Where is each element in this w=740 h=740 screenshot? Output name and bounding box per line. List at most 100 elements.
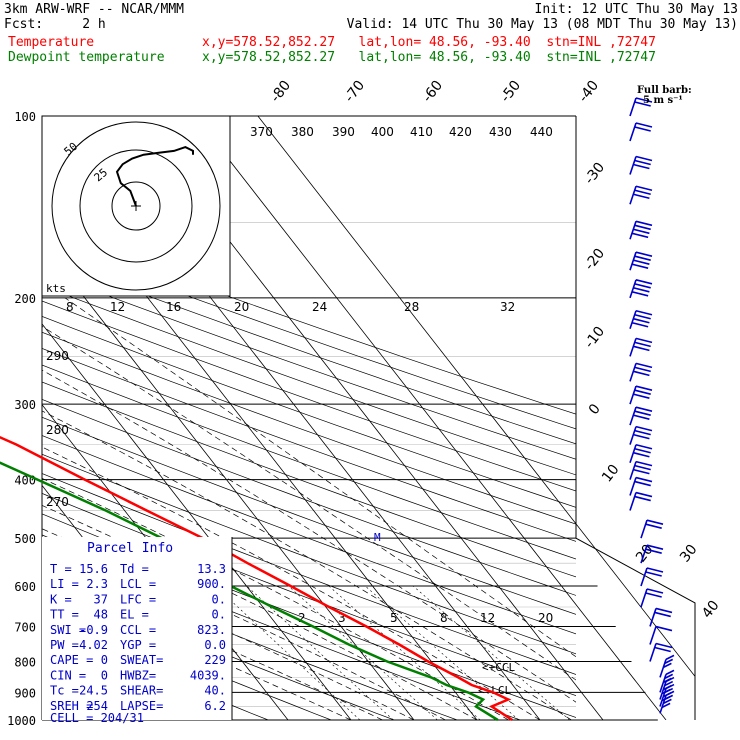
- barb-flag: [633, 193, 650, 200]
- parcel-value: 15.6: [79, 562, 108, 576]
- dry-adiabat: [42, 270, 576, 460]
- parcel-key: LAPSE=: [120, 699, 163, 713]
- dry-adiabat: [42, 241, 576, 430]
- dewpoint-legend: Dewpoint temperature: [8, 50, 165, 65]
- barb-staff: [629, 406, 637, 426]
- dry-adiabat: [42, 331, 576, 525]
- barb-flag: [635, 460, 653, 467]
- barb-staff: [649, 643, 657, 662]
- barb-flag: [633, 370, 650, 377]
- parcel-value: 0: [101, 653, 108, 667]
- dry-adiabat: [42, 381, 576, 578]
- hodo-kts-label: kts: [46, 282, 66, 295]
- barb-flag: [633, 163, 650, 170]
- isotherm: [194, 116, 667, 720]
- parcel-key: SWI =: [50, 623, 86, 637]
- parcel-key: CIN =: [50, 668, 86, 682]
- barb-flag: [633, 393, 650, 399]
- barb-flag: [635, 279, 653, 285]
- theta-side-label: 290: [46, 349, 69, 363]
- theta-label: 400: [371, 125, 394, 139]
- isotherm-label: -50: [498, 78, 525, 106]
- dewpoint-legend-info: x,y=578.52,852.27 lat,lon= 48.56, -93.40…: [202, 50, 656, 65]
- barb-flag: [661, 702, 671, 709]
- pressure-label: 600: [14, 580, 36, 594]
- parcel-value: 40.: [204, 684, 226, 698]
- pressure-label: 900: [14, 686, 36, 700]
- parcel-value: 6.2: [204, 699, 226, 713]
- parcel-key: CAPE =: [50, 653, 93, 667]
- barb-flag: [664, 673, 674, 680]
- dry-adiabat: [42, 256, 576, 445]
- hodograph-ring: [79, 149, 193, 263]
- barb-flag: [633, 228, 650, 235]
- barb-flag: [635, 122, 653, 128]
- barb-flag: [635, 220, 653, 227]
- barb-flag: [664, 658, 674, 665]
- isotherm: [257, 116, 695, 678]
- barb-flag: [635, 251, 653, 257]
- barb-staff: [649, 608, 657, 627]
- barb-staff: [629, 444, 637, 463]
- theta-label: 440: [530, 125, 553, 139]
- wind-barb: [629, 279, 653, 299]
- ccl-marker: <+CCL: [482, 661, 515, 674]
- isotherm: [42, 323, 352, 720]
- pressure-label: 800: [14, 655, 36, 669]
- barb-flag: [646, 588, 664, 594]
- barb-flag: [634, 189, 651, 196]
- isotherm-label: 0: [586, 401, 604, 418]
- barb-flag: [634, 429, 651, 436]
- parcel-key: T =: [50, 562, 72, 576]
- barb-flag: [664, 680, 674, 687]
- barb-flag: [635, 337, 653, 344]
- valid-time: Valid: 14 UTC Thu 30 May 13 (08 MDT Thu …: [346, 17, 738, 32]
- barb-flag: [634, 447, 651, 454]
- dry-adiabat: [42, 453, 576, 655]
- barb-flag: [635, 443, 653, 450]
- moist-adiabat: [42, 446, 541, 720]
- barb-flag: [635, 406, 653, 412]
- parcel-value: 0.: [212, 592, 226, 606]
- isotherm-label: 10: [599, 462, 623, 486]
- dry-adiabat: [42, 399, 576, 596]
- barb-flag: [633, 414, 650, 420]
- theta-label: 420: [449, 125, 472, 139]
- parcel-key: CCL =: [120, 623, 156, 637]
- barb-legend-title: Full barb:: [637, 85, 692, 96]
- hodo-speed-label: 16: [166, 300, 181, 314]
- mixing-ratio-label: 8: [440, 611, 448, 625]
- parcel-bg: [42, 537, 232, 720]
- wind-barb: [629, 97, 653, 117]
- parcel-key: PW =: [50, 638, 79, 652]
- barb-flag: [634, 224, 651, 231]
- parcel-value: 823.: [197, 623, 226, 637]
- parcel-value: 0: [101, 668, 108, 682]
- barb-flag: [634, 366, 651, 373]
- barb-flag: [665, 683, 675, 690]
- parcel-value: 4039.: [190, 668, 226, 682]
- temperature-line: [0, 435, 513, 722]
- barb-flag: [634, 126, 651, 132]
- parcel-value: 900.: [197, 577, 226, 591]
- barb-legend-unit: 5 m s⁻¹: [643, 95, 683, 106]
- isotherm-label: -10: [582, 324, 609, 352]
- pressure-label: 1000: [7, 714, 36, 728]
- wind-barb: [629, 425, 653, 445]
- mixing-ratio-line: [365, 585, 519, 720]
- mixing-ratio-label: 12: [480, 611, 495, 625]
- mixing-ratio-label: 5: [390, 611, 398, 625]
- theta-side-label: 270: [46, 495, 69, 509]
- m-marker: M: [374, 531, 381, 544]
- barb-staff: [629, 310, 637, 329]
- parcel-value: 0.: [212, 608, 226, 622]
- wind-barb: [629, 251, 653, 271]
- temperature-legend-info: x,y=578.52,852.27 lat,lon= 48.56, -93.40…: [202, 35, 656, 50]
- dry-adiabat: [42, 300, 576, 492]
- parcel-key: HWBZ=: [120, 668, 156, 682]
- barb-staff: [629, 122, 637, 142]
- hodograph-trace: [115, 146, 194, 207]
